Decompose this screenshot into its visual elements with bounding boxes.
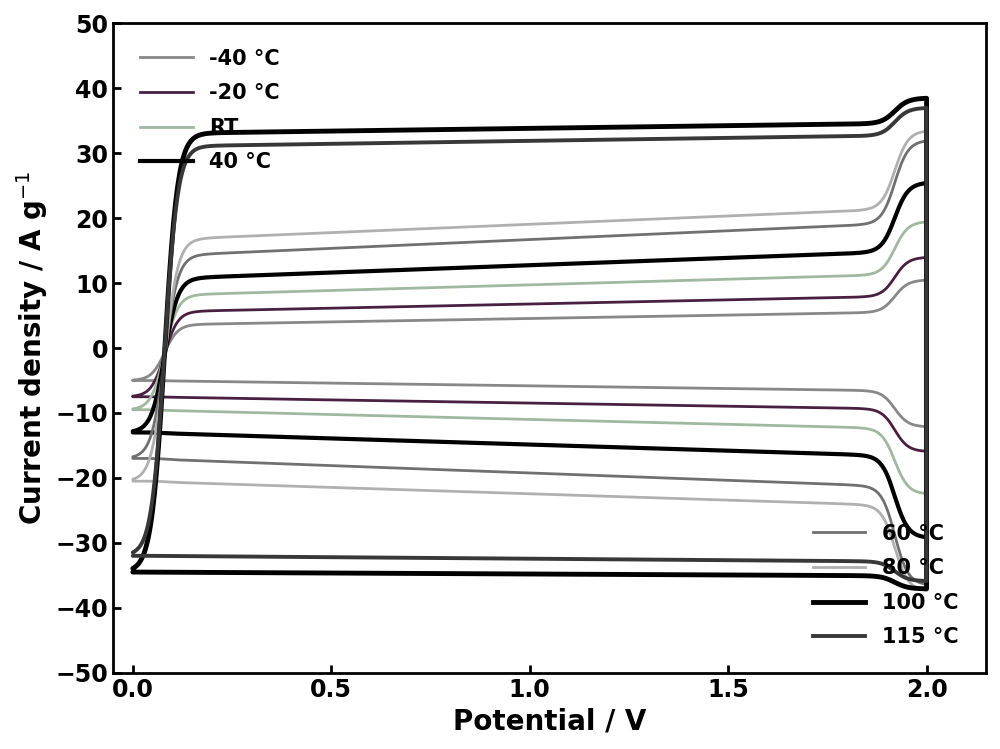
X-axis label: Potential / V: Potential / V	[453, 707, 646, 735]
Y-axis label: Current density / A g$^{-1}$: Current density / A g$^{-1}$	[14, 171, 50, 525]
Legend: 60 °C, 80 °C, 100 °C, 115 °C: 60 °C, 80 °C, 100 °C, 115 °C	[805, 515, 967, 656]
